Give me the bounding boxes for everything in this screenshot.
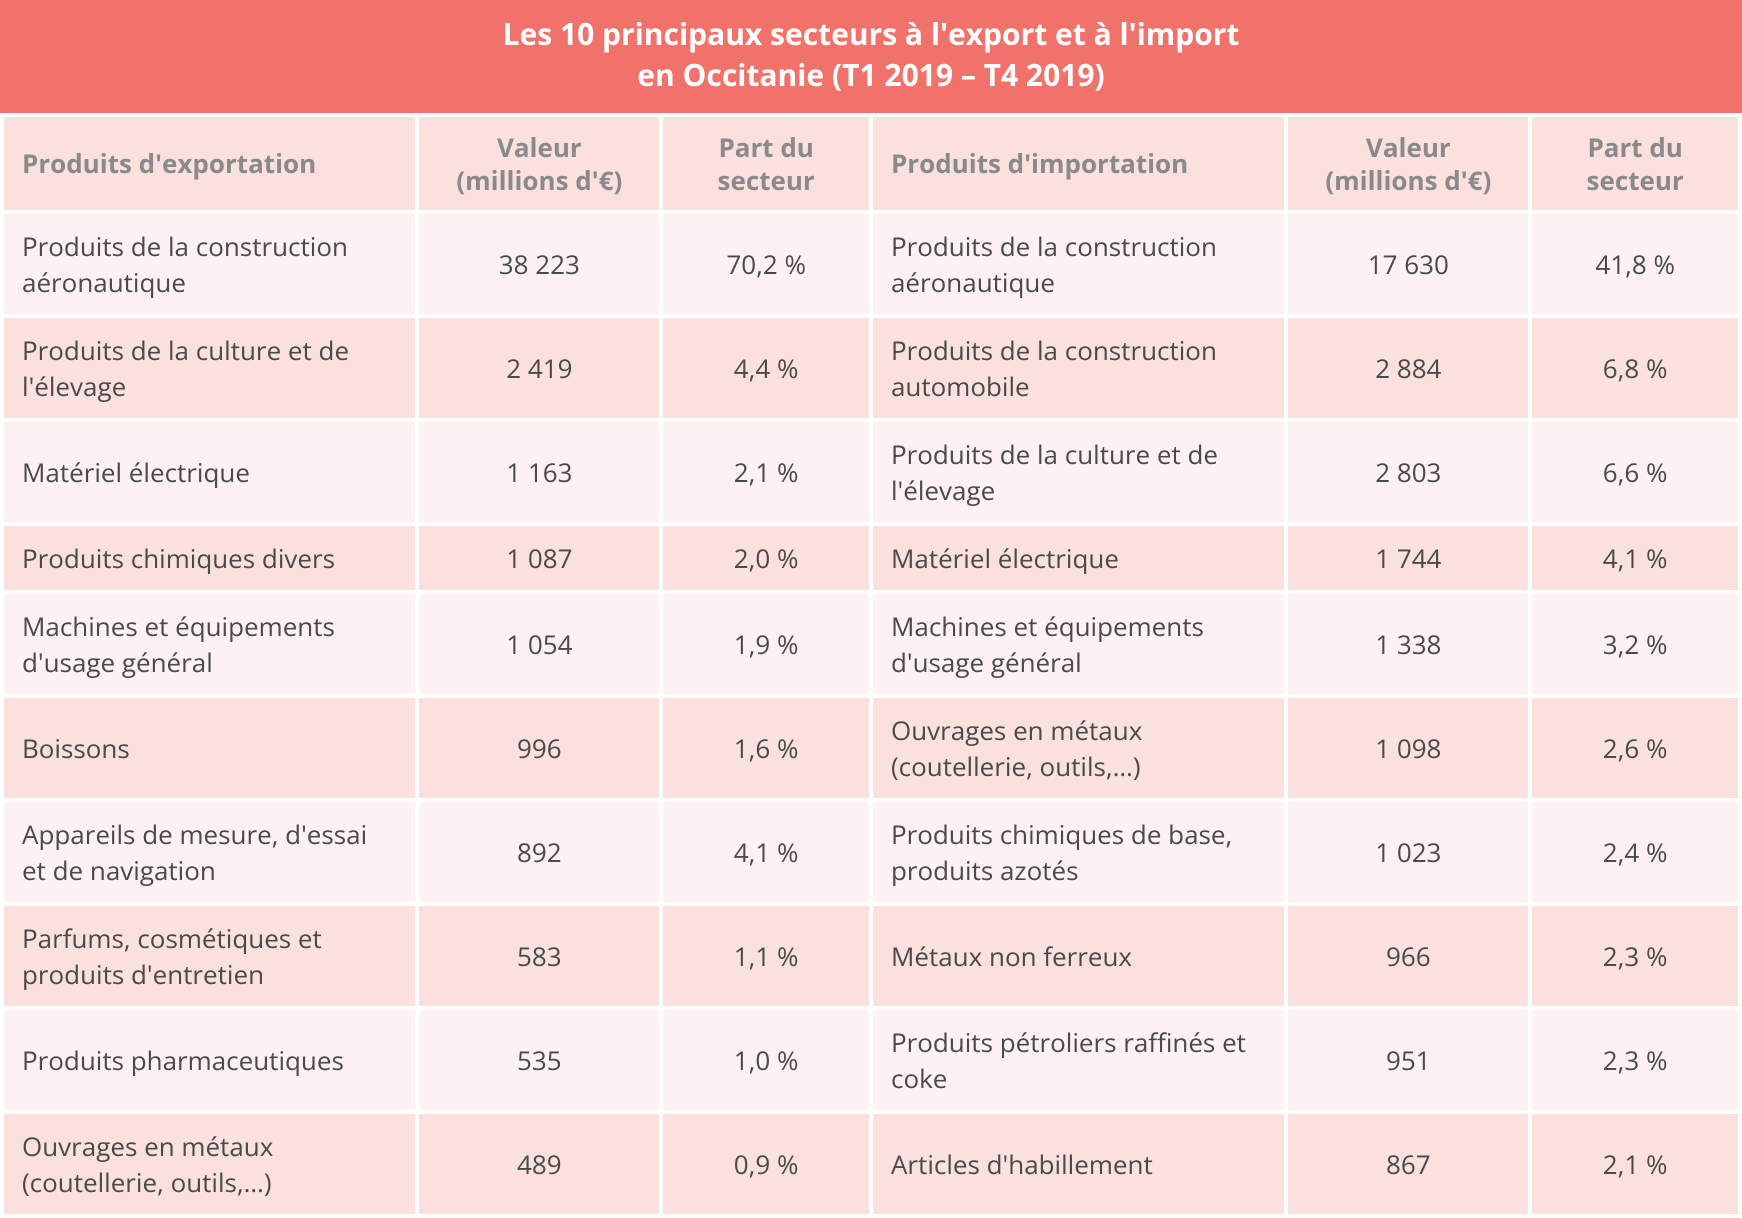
table-row: Produits chimiques divers1 0872,0 %Matér… (4, 526, 1738, 590)
table-title: Les 10 principaux secteurs à l'export et… (0, 0, 1742, 113)
cell-export-value: 892 (419, 802, 659, 902)
cell-import-share: 41,8 % (1532, 214, 1738, 314)
cell-import-share: 2,6 % (1532, 698, 1738, 798)
cell-import-product: Ouvrages en métaux (coutellerie, outils,… (873, 698, 1284, 798)
cell-import-value: 1 744 (1288, 526, 1528, 590)
cell-export-value: 38 223 (419, 214, 659, 314)
cell-import-product: Produits de la construction automobile (873, 318, 1284, 418)
cell-import-product: Produits chimiques de base, produits azo… (873, 802, 1284, 902)
table-row: Appareils de mesure, d'essai et de navig… (4, 802, 1738, 902)
cell-import-product: Produits de la culture et de l'élevage (873, 422, 1284, 522)
table-row: Ouvrages en métaux (coutellerie, outils,… (4, 1114, 1738, 1214)
cell-export-product: Produits de la construction aéronautique (4, 214, 415, 314)
header-row: Produits d'exportation Valeur(millions d… (4, 117, 1738, 210)
cell-import-share: 2,3 % (1532, 906, 1738, 1006)
cell-export-product: Produits pharmaceutiques (4, 1010, 415, 1110)
cell-export-value: 1 054 (419, 594, 659, 694)
cell-export-value: 1 087 (419, 526, 659, 590)
cell-import-value: 2 884 (1288, 318, 1528, 418)
cell-export-product: Produits chimiques divers (4, 526, 415, 590)
col-export-product: Produits d'exportation (4, 117, 415, 210)
cell-import-value: 1 023 (1288, 802, 1528, 902)
cell-import-product: Produits de la construction aéronautique (873, 214, 1284, 314)
cell-import-value: 17 630 (1288, 214, 1528, 314)
table-row: Machines et équipements d'usage général1… (4, 594, 1738, 694)
table-row: Boissons9961,6 %Ouvrages en métaux (cout… (4, 698, 1738, 798)
cell-export-share: 1,9 % (663, 594, 869, 694)
cell-export-share: 0,9 % (663, 1114, 869, 1214)
cell-import-share: 6,6 % (1532, 422, 1738, 522)
table-body: Produits de la construction aéronautique… (4, 214, 1738, 1214)
table-container: Les 10 principaux secteurs à l'export et… (0, 0, 1742, 1218)
table-row: Produits pharmaceutiques5351,0 %Produits… (4, 1010, 1738, 1110)
cell-import-value: 2 803 (1288, 422, 1528, 522)
cell-export-share: 2,1 % (663, 422, 869, 522)
cell-export-product: Produits de la culture et de l'élevage (4, 318, 415, 418)
cell-export-value: 489 (419, 1114, 659, 1214)
cell-import-value: 951 (1288, 1010, 1528, 1110)
col-export-value: Valeur(millions d'€) (419, 117, 659, 210)
cell-export-share: 4,4 % (663, 318, 869, 418)
cell-export-share: 2,0 % (663, 526, 869, 590)
cell-import-product: Machines et équipements d'usage général (873, 594, 1284, 694)
cell-import-value: 1 338 (1288, 594, 1528, 694)
cell-import-share: 4,1 % (1532, 526, 1738, 590)
cell-export-product: Machines et équipements d'usage général (4, 594, 415, 694)
table-row: Parfums, cosmétiques et produits d'entre… (4, 906, 1738, 1006)
sectors-table: Produits d'exportation Valeur(millions d… (0, 113, 1742, 1218)
col-import-share: Part dusecteur (1532, 117, 1738, 210)
col-export-share: Part dusecteur (663, 117, 869, 210)
table-row: Produits de la culture et de l'élevage2 … (4, 318, 1738, 418)
cell-import-product: Produits pétroliers raffinés et coke (873, 1010, 1284, 1110)
cell-import-share: 2,3 % (1532, 1010, 1738, 1110)
cell-import-product: Articles d'habillement (873, 1114, 1284, 1214)
table-row: Matériel électrique1 1632,1 %Produits de… (4, 422, 1738, 522)
cell-import-product: Matériel électrique (873, 526, 1284, 590)
table-row: Produits de la construction aéronautique… (4, 214, 1738, 314)
cell-export-share: 70,2 % (663, 214, 869, 314)
cell-export-value: 1 163 (419, 422, 659, 522)
cell-export-share: 1,6 % (663, 698, 869, 798)
cell-import-product: Métaux non ferreux (873, 906, 1284, 1006)
cell-import-value: 867 (1288, 1114, 1528, 1214)
cell-import-value: 966 (1288, 906, 1528, 1006)
cell-import-value: 1 098 (1288, 698, 1528, 798)
cell-export-value: 2 419 (419, 318, 659, 418)
title-line-2: en Occitanie (T1 2019 – T4 2019) (637, 54, 1104, 95)
col-import-value: Valeur(millions d'€) (1288, 117, 1528, 210)
cell-export-share: 4,1 % (663, 802, 869, 902)
cell-export-product: Ouvrages en métaux (coutellerie, outils,… (4, 1114, 415, 1214)
cell-export-value: 583 (419, 906, 659, 1006)
title-line-1: Les 10 principaux secteurs à l'export et… (503, 13, 1240, 54)
cell-export-product: Matériel électrique (4, 422, 415, 522)
cell-export-value: 535 (419, 1010, 659, 1110)
cell-export-share: 1,0 % (663, 1010, 869, 1110)
cell-export-product: Boissons (4, 698, 415, 798)
cell-export-product: Parfums, cosmétiques et produits d'entre… (4, 906, 415, 1006)
cell-export-share: 1,1 % (663, 906, 869, 1006)
cell-export-product: Appareils de mesure, d'essai et de navig… (4, 802, 415, 902)
cell-import-share: 2,1 % (1532, 1114, 1738, 1214)
cell-export-value: 996 (419, 698, 659, 798)
cell-import-share: 2,4 % (1532, 802, 1738, 902)
cell-import-share: 6,8 % (1532, 318, 1738, 418)
cell-import-share: 3,2 % (1532, 594, 1738, 694)
col-import-product: Produits d'importation (873, 117, 1284, 210)
